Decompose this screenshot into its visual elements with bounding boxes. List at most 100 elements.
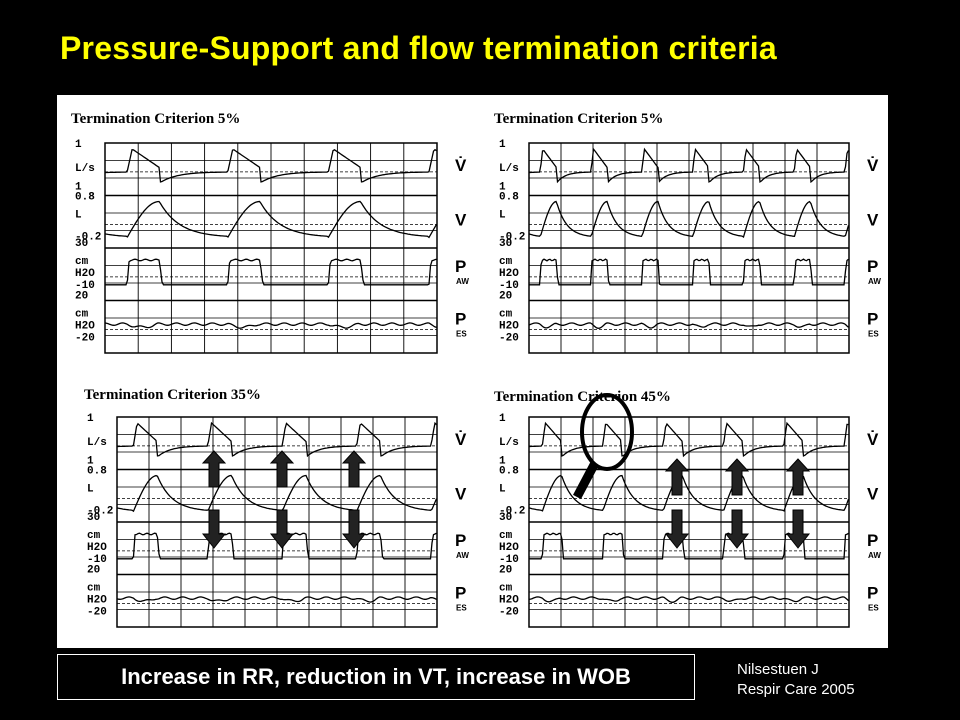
citation-journal: Respir Care 2005 — [737, 681, 855, 698]
y-label: 1 — [499, 182, 506, 194]
y-label: 0.8 — [75, 192, 95, 204]
paw-label: P — [867, 257, 878, 276]
y-label: H2O — [499, 321, 519, 333]
volume-label: V — [867, 485, 879, 504]
paw-sub-label: AW — [456, 277, 469, 286]
pes-label: P — [455, 584, 466, 603]
flow-label: V̇ — [455, 156, 467, 175]
pes-trace — [104, 322, 437, 329]
y-label: cm — [87, 530, 101, 542]
y-label: 0.8 — [499, 466, 519, 478]
y-label: -20 — [499, 333, 519, 345]
paw-label: P — [455, 257, 466, 276]
y-label: H2O — [87, 595, 107, 607]
y-label: 1 — [75, 182, 82, 194]
volume-trace — [104, 200, 438, 239]
y-label: -0.2 — [499, 232, 525, 244]
paw-label: P — [867, 531, 878, 550]
y-label: L — [499, 484, 506, 496]
down-arrow — [269, 509, 295, 549]
up-arrow — [785, 458, 811, 496]
pes-trace — [528, 596, 849, 603]
panel-title: Termination Criterion 45% — [494, 389, 671, 405]
magnifier-handle — [573, 460, 599, 500]
y-label: 20 — [87, 565, 100, 577]
pes-sub-label: ES — [456, 330, 467, 339]
paw-trace — [529, 258, 849, 286]
y-label: L/s — [75, 163, 95, 175]
y-label: cm — [499, 309, 513, 321]
waveform-figure: Termination Criterion 5% 1 L/s 1 0.8 L -0.2 30 c… — [57, 95, 888, 648]
pes-label: P — [867, 310, 878, 329]
y-label: H2O — [499, 595, 519, 607]
pes-trace — [528, 322, 849, 329]
up-arrow — [664, 458, 690, 496]
flow-label: V̇ — [867, 156, 879, 175]
y-label: H2O — [499, 268, 519, 280]
up-arrow — [201, 450, 227, 488]
y-label: 30 — [75, 238, 88, 250]
up-arrow — [724, 458, 750, 496]
y-label: -10 — [87, 554, 107, 566]
y-label: -20 — [499, 607, 519, 619]
magnifier-ring — [580, 393, 634, 471]
y-label: 1 — [499, 413, 506, 425]
pes-trace — [116, 596, 437, 603]
volume-label: V — [867, 211, 879, 230]
slide-title: Pressure-Support and flow termination cr… — [60, 30, 777, 66]
waveform-figure-svg: Termination Criterion 5%1L/s10.8L-0.230c… — [71, 111, 881, 628]
y-label: H2O — [499, 542, 519, 554]
y-label: cm — [75, 309, 89, 321]
y-label: -0.2 — [499, 506, 525, 518]
panel-4: Termination Criterion 45%1L/s10.8L-0.230… — [494, 389, 881, 628]
y-label: 1 — [499, 456, 506, 468]
y-label: -10 — [75, 280, 95, 292]
down-arrow — [664, 509, 690, 549]
flow-trace — [116, 421, 437, 458]
panel-1: Termination Criterion 5%1L/s10.8L-0.230c… — [71, 111, 469, 354]
y-label: H2O — [75, 268, 95, 280]
pes-sub-label: ES — [868, 604, 879, 613]
paw-trace — [117, 532, 437, 560]
down-arrow — [785, 509, 811, 549]
y-label: 20 — [499, 291, 512, 303]
paw-label: P — [455, 531, 466, 550]
citation: Nilsestuen J Respir Care 2005 — [737, 660, 855, 700]
up-arrow — [341, 450, 367, 488]
y-label: -0.2 — [87, 506, 113, 518]
panel-3: Termination Criterion 35%1L/s10.8L-0.230… — [84, 387, 469, 628]
y-label: 1 — [87, 413, 94, 425]
y-label: 0.8 — [87, 466, 107, 478]
y-label: 30 — [499, 238, 512, 250]
flow-trace — [104, 148, 437, 183]
pes-label: P — [455, 310, 466, 329]
volume-trace — [528, 200, 850, 238]
y-label: 1 — [499, 139, 506, 151]
y-label: -10 — [499, 280, 519, 292]
citation-author: Nilsestuen J — [737, 661, 819, 678]
paw-sub-label: AW — [868, 551, 881, 560]
down-arrow — [341, 509, 367, 549]
up-arrow — [269, 450, 295, 488]
pes-sub-label: ES — [456, 604, 467, 613]
down-arrow — [724, 509, 750, 549]
y-label: cm — [87, 583, 101, 595]
y-label: -10 — [499, 554, 519, 566]
caption-box: Increase in RR, reduction in VT, increas… — [57, 654, 695, 700]
y-label: 20 — [75, 291, 88, 303]
flow-label: V̇ — [455, 430, 467, 449]
y-label: cm — [499, 256, 513, 268]
volume-label: V — [455, 485, 467, 504]
y-label: 30 — [499, 512, 512, 524]
y-label: L — [499, 210, 506, 222]
pes-label: P — [867, 584, 878, 603]
y-label: 1 — [75, 139, 82, 151]
y-label: 20 — [499, 565, 512, 577]
panel-title: Termination Criterion 5% — [494, 111, 663, 127]
y-label: cm — [499, 583, 513, 595]
panel-2: Termination Criterion 5%1L/s10.8L-0.230c… — [494, 111, 881, 354]
y-label: H2O — [87, 542, 107, 554]
y-label: -20 — [87, 607, 107, 619]
y-label: cm — [499, 530, 513, 542]
paw-sub-label: AW — [868, 277, 881, 286]
